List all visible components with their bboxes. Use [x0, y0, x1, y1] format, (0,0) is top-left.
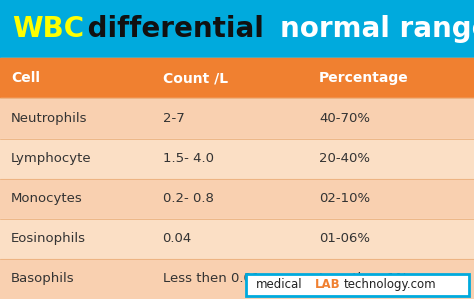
Bar [0, 219, 474, 259]
Bar [0, 98, 474, 138]
Text: Count /L: Count /L [163, 71, 228, 85]
Bar [0, 0, 474, 58]
Text: Percentage: Percentage [319, 71, 409, 85]
Bar [0, 58, 474, 98]
Text: Neutrophils: Neutrophils [11, 112, 87, 125]
Text: differential: differential [78, 15, 273, 43]
Text: 20-40%: 20-40% [319, 152, 370, 165]
Text: Monocytes: Monocytes [11, 192, 82, 205]
Bar [0, 179, 474, 219]
Text: Less then 1%: Less then 1% [319, 272, 408, 286]
Text: 0.04: 0.04 [163, 232, 192, 245]
Text: technology.com: technology.com [344, 278, 436, 291]
Text: Less then 0.01: Less then 0.01 [163, 272, 260, 286]
Text: WBC: WBC [12, 15, 84, 43]
Text: 1.5- 4.0: 1.5- 4.0 [163, 152, 214, 165]
Bar [0, 259, 474, 299]
Bar [0, 58, 474, 299]
Text: Basophils: Basophils [11, 272, 74, 286]
Text: Eosinophils: Eosinophils [11, 232, 86, 245]
Text: LAB: LAB [315, 278, 341, 291]
Text: 01-06%: 01-06% [319, 232, 370, 245]
Text: Cell: Cell [11, 71, 40, 85]
FancyBboxPatch shape [246, 274, 469, 296]
Bar [0, 138, 474, 179]
Text: 02-10%: 02-10% [319, 192, 370, 205]
Text: normal range: normal range [280, 15, 474, 43]
Text: 0.2- 0.8: 0.2- 0.8 [163, 192, 213, 205]
Text: 2-7: 2-7 [163, 112, 184, 125]
Text: Lymphocyte: Lymphocyte [11, 152, 91, 165]
Text: medical: medical [256, 278, 302, 291]
Text: 40-70%: 40-70% [319, 112, 370, 125]
